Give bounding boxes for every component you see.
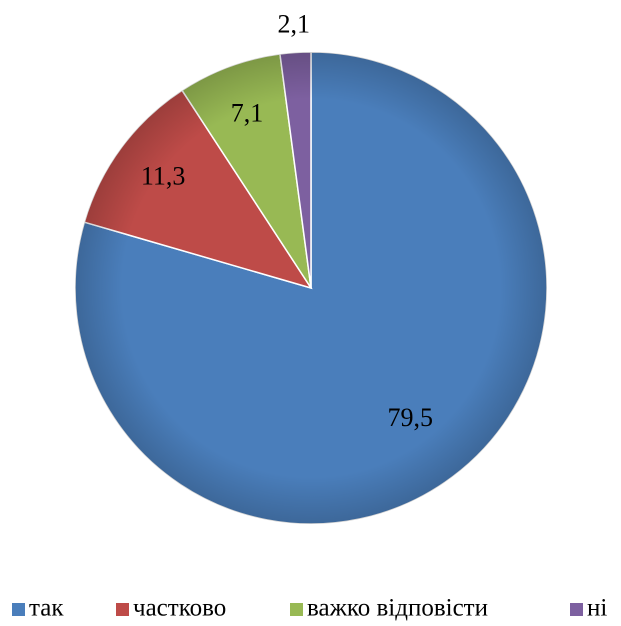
- legend-swatch: [570, 603, 583, 616]
- data-label: 2,1: [277, 10, 310, 39]
- legend-swatch: [12, 603, 25, 616]
- data-label: 7,1: [231, 98, 264, 127]
- legend-label: важко відповісти: [307, 595, 488, 622]
- legend-swatch: [290, 603, 303, 616]
- legend-label: так: [29, 595, 64, 622]
- legend-label: ні: [587, 595, 607, 622]
- legend-label: частково: [133, 595, 226, 622]
- data-label: 11,3: [141, 161, 186, 190]
- legend-swatch: [116, 603, 129, 616]
- data-label: 79,5: [387, 403, 433, 432]
